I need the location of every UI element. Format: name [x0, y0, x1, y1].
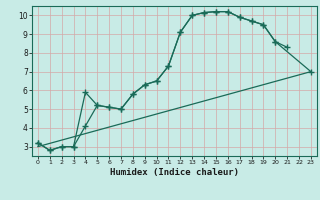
X-axis label: Humidex (Indice chaleur): Humidex (Indice chaleur) — [110, 168, 239, 177]
